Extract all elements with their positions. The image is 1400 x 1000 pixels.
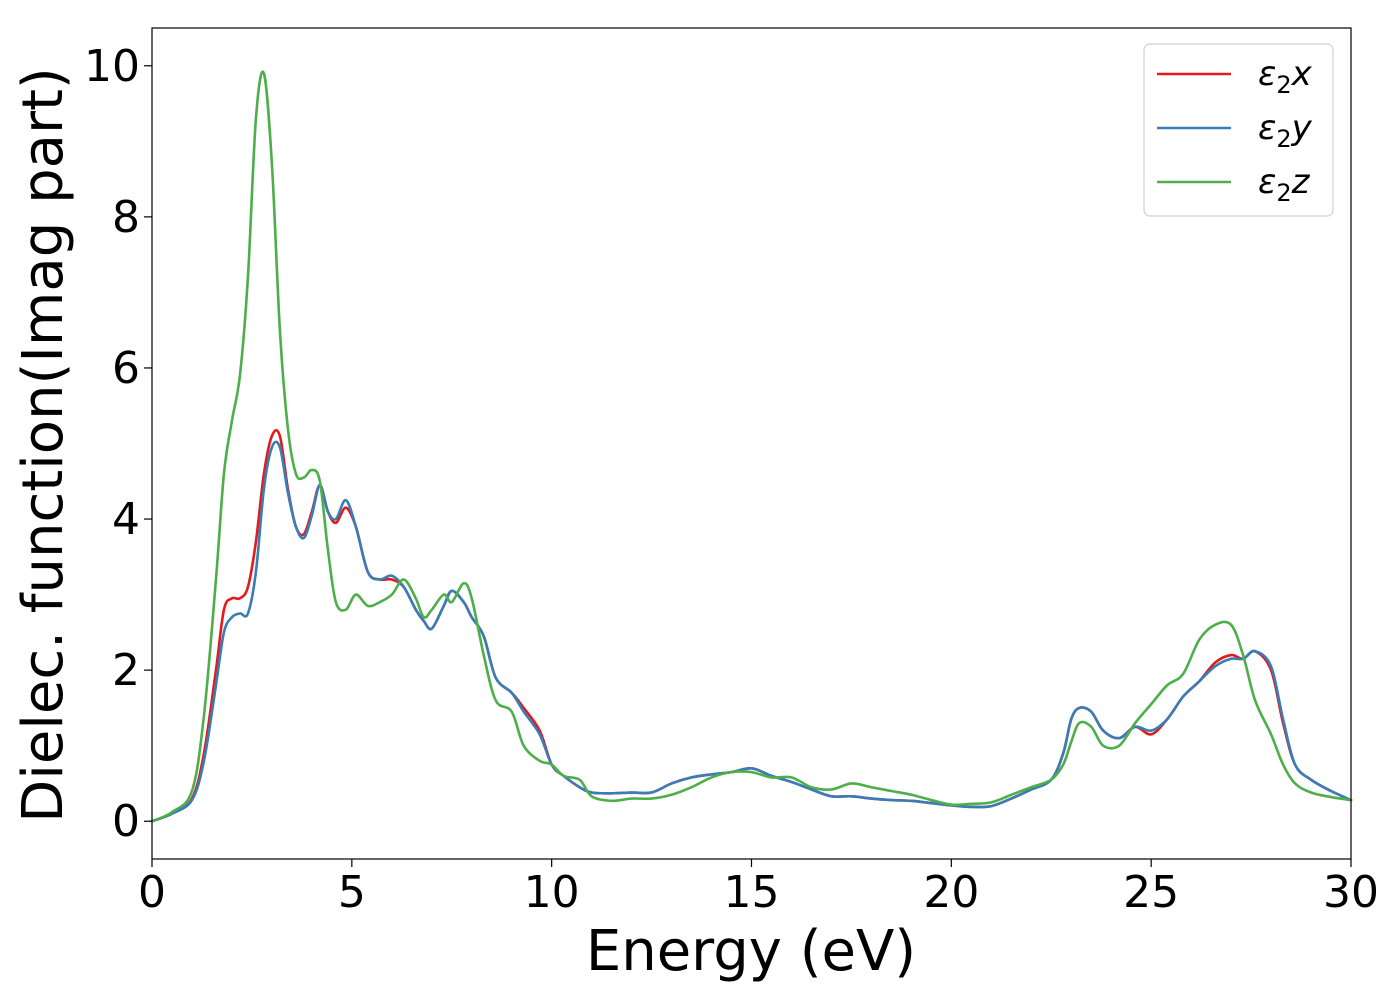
y-tick-label: 2 [112,645,140,696]
y-tick-label: 6 [112,343,140,394]
legend-label-y: ε2y [1258,108,1313,153]
x-tick-label: 0 [138,867,166,918]
y-axis: 0 2 4 6 8 10 [84,41,152,847]
x-tick-label: 20 [923,867,979,918]
series-line-z [150,70,1353,823]
x-tick-label: 15 [724,867,780,918]
legend-label-z: ε2z [1258,162,1311,207]
x-tick-label: 5 [338,867,366,918]
x-tick-label: 30 [1323,867,1379,918]
legend-box [1143,43,1334,217]
legend-label-x: ε2x [1258,54,1313,99]
y-tick-label: 8 [112,192,140,243]
x-tick-label: 25 [1123,867,1179,918]
legend: ε2x ε2y ε2z [1143,43,1334,217]
x-axis-title: Energy (eV) [586,919,916,984]
series-layer [150,70,1353,823]
x-tick-label: 10 [524,867,580,918]
y-tick-label: 4 [112,494,140,545]
y-tick-label: 10 [84,41,140,92]
x-axis: 0 5 10 15 20 25 30 [138,859,1379,918]
y-axis-title: Dielec. function(Imag part) [11,67,76,823]
y-tick-label: 0 [112,796,140,847]
